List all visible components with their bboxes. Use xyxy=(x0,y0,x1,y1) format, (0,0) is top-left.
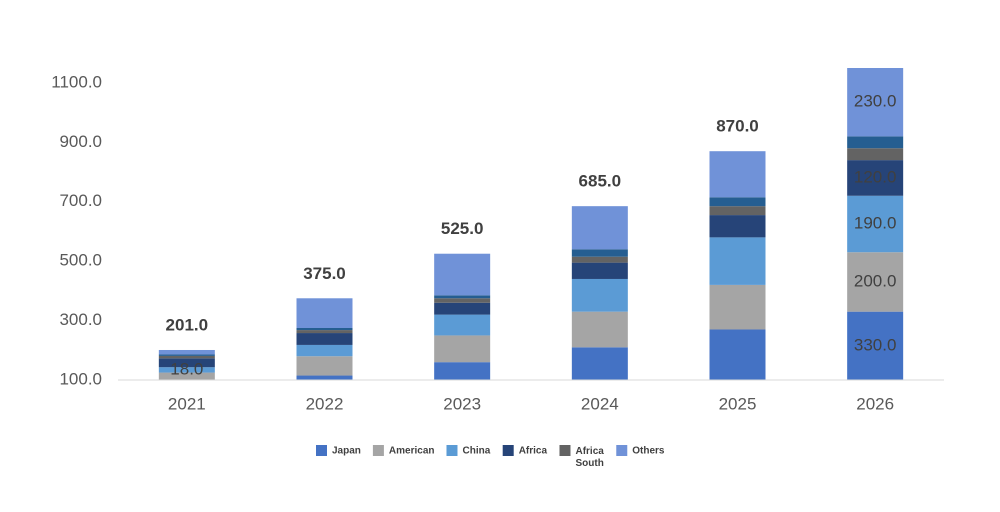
bar-segment xyxy=(709,284,766,330)
bar-segment xyxy=(434,362,491,380)
data-label: 190.0 xyxy=(854,213,897,232)
x-tick-label: 2022 xyxy=(306,394,344,413)
legend-swatch xyxy=(316,445,327,456)
bar-segment xyxy=(158,349,215,355)
bar-segment xyxy=(296,375,353,380)
legend-label: Africa South xyxy=(575,446,604,469)
bar-segment xyxy=(847,68,904,137)
legend-label: American xyxy=(389,446,435,457)
legend-label: Others xyxy=(632,446,665,457)
bar-segment xyxy=(434,295,491,299)
y-tick-label: 100.0 xyxy=(59,369,102,388)
legend-swatch xyxy=(372,445,384,456)
total-label: 375.0 xyxy=(303,264,346,283)
bar-segment xyxy=(158,358,215,368)
bar-segment xyxy=(709,237,766,285)
data-label: 200.0 xyxy=(854,271,897,290)
x-tick-label: 2021 xyxy=(168,394,206,413)
bar-segment xyxy=(847,195,904,253)
total-label: 201.0 xyxy=(166,315,209,334)
x-tick-label: 2026 xyxy=(856,394,894,413)
bar-segment xyxy=(296,333,353,345)
bar-segment xyxy=(296,356,353,376)
bar-segment xyxy=(571,256,628,263)
legend-label: China xyxy=(462,446,490,457)
x-tick-label: 2025 xyxy=(719,394,757,413)
bar-segment xyxy=(158,354,215,356)
bar-segment xyxy=(709,197,766,207)
data-label: 330.0 xyxy=(854,335,897,354)
bar-segment xyxy=(434,253,491,296)
bar-segment xyxy=(571,278,628,312)
y-tick-label: 900.0 xyxy=(59,132,102,151)
bar-segment xyxy=(434,314,491,336)
total-label: 685.0 xyxy=(579,172,622,191)
legend-swatch xyxy=(616,445,628,456)
bar-segment xyxy=(571,311,628,348)
bar-segment xyxy=(434,302,491,315)
bar-segment xyxy=(847,160,904,196)
data-label: 230.0 xyxy=(854,92,897,111)
bar-segment xyxy=(158,367,215,373)
bar-segment xyxy=(158,355,215,359)
bar-segment xyxy=(296,298,353,328)
bar-segment xyxy=(847,311,904,380)
bar-segment xyxy=(709,215,766,238)
bar-segment xyxy=(571,206,628,250)
x-tick-label: 2023 xyxy=(443,394,481,413)
bar-segment xyxy=(571,347,628,380)
bar-segment xyxy=(296,344,353,357)
bars xyxy=(158,68,904,380)
bar-segment xyxy=(571,262,628,279)
legend-label: Africa xyxy=(519,446,548,457)
bar-segment xyxy=(296,330,353,334)
total-label: 870.0 xyxy=(716,117,759,136)
bar-segment xyxy=(296,328,353,331)
y-tick-label: 500.0 xyxy=(59,251,102,270)
bar-segment xyxy=(847,252,904,312)
total-label: 525.0 xyxy=(441,219,484,238)
y-tick-label: 300.0 xyxy=(59,310,102,329)
legend-label: Japan xyxy=(332,446,361,457)
legend-swatch xyxy=(559,445,571,456)
y-tick-label: 700.0 xyxy=(59,191,102,210)
bar-segment xyxy=(709,151,766,198)
bar-segment xyxy=(434,335,491,363)
bar-segment xyxy=(709,329,766,380)
legend-swatch xyxy=(446,445,458,456)
bar-segment xyxy=(158,372,215,380)
bar-segment xyxy=(709,206,766,216)
bar-segment xyxy=(434,298,491,303)
legend-swatch xyxy=(502,445,514,456)
data-label: 18.0 xyxy=(170,359,203,378)
bar-segment xyxy=(847,148,904,161)
data-label: 120.0 xyxy=(854,167,897,186)
y-tick-label: 1100.0 xyxy=(51,72,102,91)
bar-segment xyxy=(847,136,904,149)
bar-segment xyxy=(571,249,628,257)
x-tick-label: 2024 xyxy=(581,394,619,413)
